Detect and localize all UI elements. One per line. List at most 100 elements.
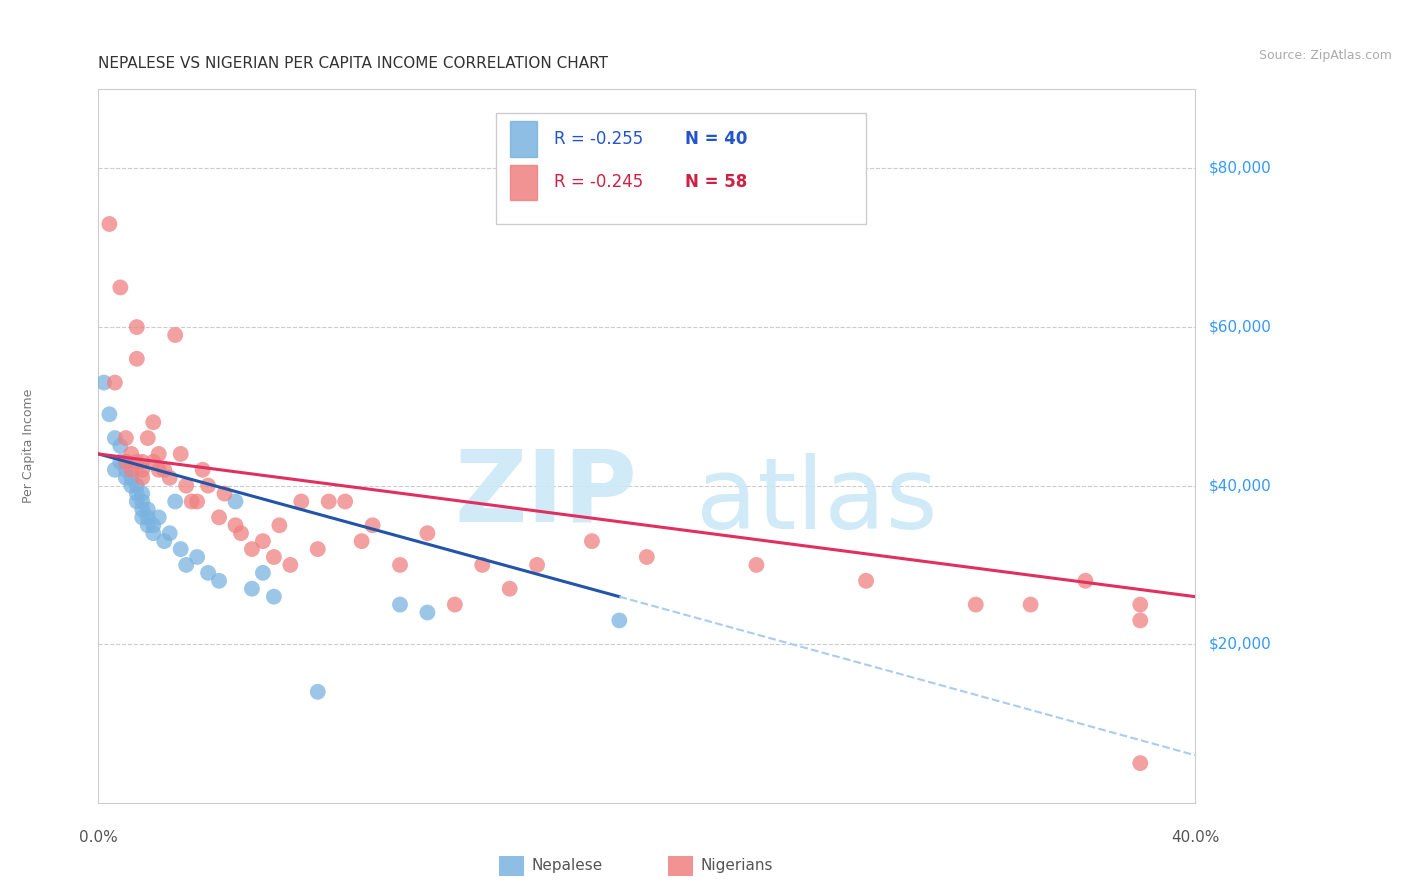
- Point: [269, 518, 291, 533]
- Point: [180, 494, 202, 508]
- Point: [229, 526, 252, 541]
- Bar: [496, 113, 866, 224]
- Bar: [510, 164, 537, 200]
- Point: [1129, 756, 1152, 771]
- Point: [110, 455, 132, 469]
- Point: [142, 526, 165, 541]
- Point: [186, 494, 208, 508]
- Point: [318, 494, 340, 508]
- Point: [208, 574, 231, 588]
- Point: [240, 542, 263, 557]
- Point: [388, 598, 412, 612]
- Point: [159, 471, 181, 485]
- Point: [131, 510, 153, 524]
- Point: [131, 455, 153, 469]
- Point: [104, 376, 127, 390]
- Point: [148, 463, 170, 477]
- Point: [335, 494, 357, 508]
- Point: [148, 447, 170, 461]
- Point: [153, 534, 176, 549]
- Point: [165, 328, 187, 343]
- Point: [125, 478, 148, 492]
- Point: [1129, 598, 1152, 612]
- Text: 40.0%: 40.0%: [1171, 830, 1219, 845]
- Point: [609, 614, 631, 628]
- Text: N = 58: N = 58: [685, 173, 748, 192]
- Point: [136, 431, 159, 445]
- Point: [142, 455, 165, 469]
- Point: [120, 463, 142, 477]
- Point: [350, 534, 373, 549]
- Point: [855, 574, 877, 588]
- Text: R = -0.255: R = -0.255: [554, 129, 643, 148]
- Point: [170, 542, 193, 557]
- Point: [131, 486, 153, 500]
- Point: [115, 463, 138, 477]
- Point: [208, 510, 231, 524]
- Point: [214, 486, 236, 500]
- Point: [197, 478, 219, 492]
- Point: [471, 558, 494, 572]
- Point: [136, 502, 159, 516]
- Text: $40,000: $40,000: [1209, 478, 1272, 493]
- Point: [170, 447, 193, 461]
- Text: R = -0.245: R = -0.245: [554, 173, 643, 192]
- Point: [263, 590, 285, 604]
- Point: [174, 478, 197, 492]
- Point: [136, 518, 159, 533]
- Text: Source: ZipAtlas.com: Source: ZipAtlas.com: [1258, 49, 1392, 62]
- Point: [416, 526, 439, 541]
- Point: [225, 494, 247, 508]
- Point: [115, 471, 138, 485]
- Point: [225, 518, 247, 533]
- Point: [93, 376, 115, 390]
- Point: [388, 558, 412, 572]
- Text: Nigerians: Nigerians: [700, 858, 773, 872]
- Point: [136, 510, 159, 524]
- Bar: [510, 121, 537, 157]
- Text: NEPALESE VS NIGERIAN PER CAPITA INCOME CORRELATION CHART: NEPALESE VS NIGERIAN PER CAPITA INCOME C…: [98, 56, 609, 71]
- Point: [120, 471, 142, 485]
- Point: [290, 494, 312, 508]
- Point: [745, 558, 768, 572]
- Point: [197, 566, 219, 580]
- Point: [361, 518, 384, 533]
- Point: [1019, 598, 1042, 612]
- Text: N = 40: N = 40: [685, 129, 748, 148]
- Point: [125, 486, 148, 500]
- Point: [98, 217, 121, 231]
- Point: [280, 558, 302, 572]
- Point: [131, 502, 153, 516]
- Point: [115, 455, 138, 469]
- Point: [307, 542, 329, 557]
- Point: [153, 463, 176, 477]
- Text: atlas: atlas: [696, 453, 938, 550]
- Text: Nepalese: Nepalese: [531, 858, 603, 872]
- Point: [165, 494, 187, 508]
- Text: Per Capita Income: Per Capita Income: [21, 389, 35, 503]
- Point: [110, 280, 132, 294]
- Text: $20,000: $20,000: [1209, 637, 1272, 652]
- Point: [115, 431, 138, 445]
- Point: [263, 549, 285, 564]
- Point: [240, 582, 263, 596]
- Point: [307, 685, 329, 699]
- Point: [131, 471, 153, 485]
- Point: [965, 598, 987, 612]
- Point: [174, 558, 197, 572]
- Point: [125, 351, 148, 366]
- Point: [125, 494, 148, 508]
- Point: [98, 407, 121, 421]
- Point: [581, 534, 603, 549]
- Text: 0.0%: 0.0%: [79, 830, 118, 845]
- Point: [252, 566, 274, 580]
- Point: [416, 606, 439, 620]
- Point: [115, 455, 138, 469]
- Point: [131, 494, 153, 508]
- Point: [636, 549, 658, 564]
- Point: [191, 463, 214, 477]
- Point: [142, 415, 165, 429]
- Text: ZIP: ZIP: [456, 445, 638, 542]
- Point: [186, 549, 208, 564]
- Point: [444, 598, 467, 612]
